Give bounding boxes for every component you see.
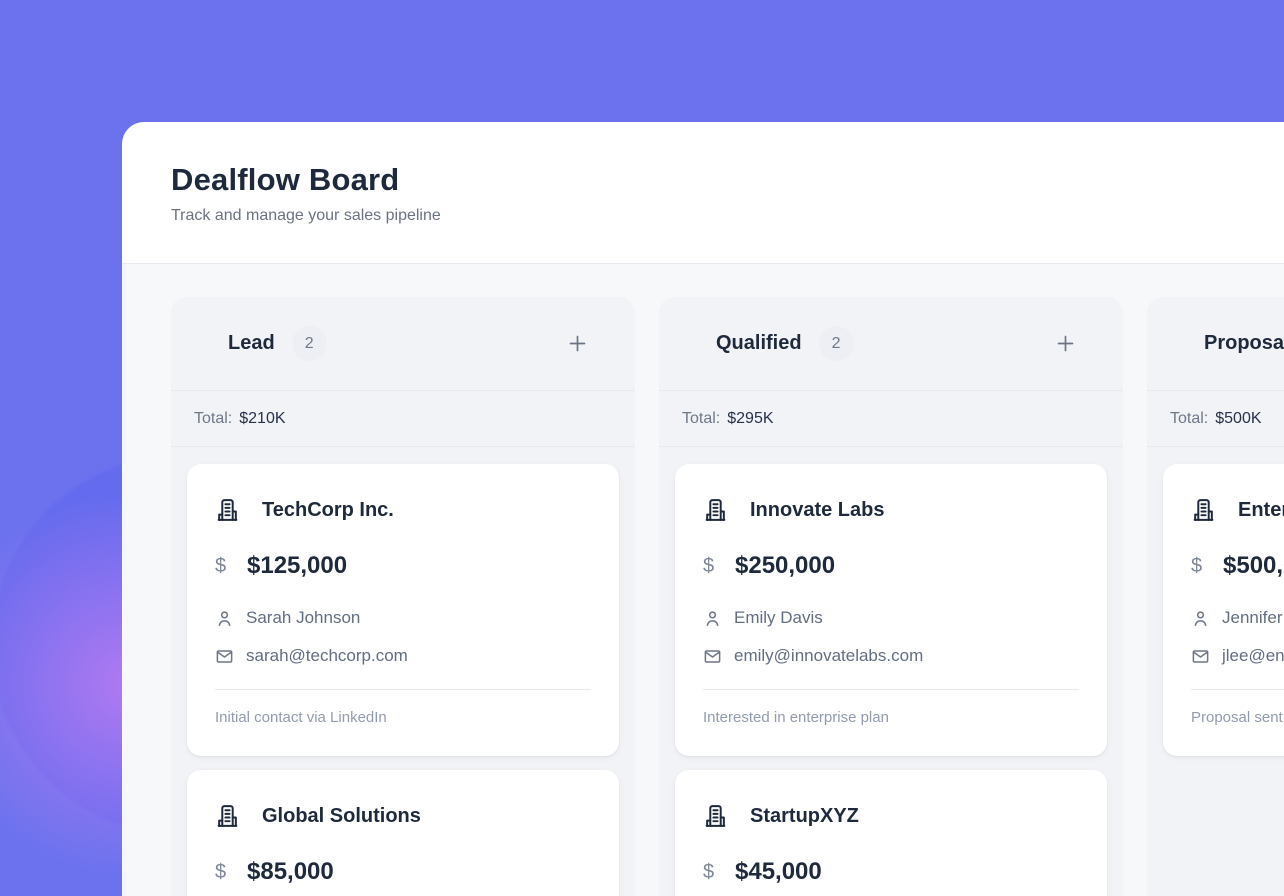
contact-email: sarah@techcorp.com	[246, 646, 408, 665]
contact-row: Sarah Johnson	[215, 605, 591, 631]
building-icon	[217, 804, 238, 827]
plus-icon	[569, 335, 586, 352]
dollar-icon: $	[1191, 554, 1203, 577]
value-row: $ $45,000	[703, 856, 1079, 888]
column-title: Lead	[228, 332, 275, 354]
deal-value: $500,000	[1223, 552, 1284, 579]
kanban-board: Lead 2 Total: $210K TechCorp Inc.	[122, 263, 1284, 896]
deal-value: $125,000	[247, 552, 348, 579]
plus-icon	[1057, 335, 1074, 352]
column-title: Qualified	[716, 332, 802, 354]
email-row: emily@innovatelabs.com	[703, 643, 1079, 669]
email-row: jlee@enterprise.com	[1191, 643, 1284, 669]
deal-value: $85,000	[247, 858, 334, 885]
mail-icon	[1192, 649, 1209, 663]
deal-card[interactable]: Global Solutions $ $85,000	[187, 770, 619, 896]
deal-card[interactable]: StartupXYZ $ $45,000	[675, 770, 1107, 896]
total-label: Total:	[194, 409, 233, 427]
deal-note: Proposal sent	[1191, 709, 1283, 726]
contact-row: Emily Davis	[703, 605, 1079, 631]
company-name: StartupXYZ	[750, 805, 859, 827]
total-value: $210K	[239, 409, 286, 427]
kanban-column-lead: Lead 2 Total: $210K TechCorp Inc.	[171, 297, 635, 896]
building-icon	[217, 498, 238, 521]
deal-value: $250,000	[735, 552, 836, 579]
card-divider	[1191, 689, 1284, 690]
kanban-column-proposal: Proposal 1 Total: $500K Enterprise Corp	[1147, 297, 1284, 896]
contact-row: Jennifer Lee	[1191, 605, 1284, 631]
column-total: Total: $295K	[659, 391, 1123, 447]
total-label: Total:	[1170, 409, 1209, 427]
deal-card[interactable]: Innovate Labs $ $250,000 Emily Davis emi…	[675, 464, 1107, 756]
column-title: Proposal	[1204, 332, 1284, 354]
column-header: Proposal 1	[1147, 297, 1284, 391]
card-divider	[215, 689, 591, 690]
column-total: Total: $500K	[1147, 391, 1284, 447]
card-divider	[703, 689, 1079, 690]
company-name: Innovate Labs	[750, 499, 885, 521]
company-row: StartupXYZ	[703, 800, 1079, 832]
add-card-button[interactable]	[567, 333, 588, 354]
user-icon	[218, 610, 231, 626]
card-list: Innovate Labs $ $250,000 Emily Davis emi…	[659, 447, 1123, 896]
deal-card[interactable]: Enterprise Corp $ $500,000 Jennifer Lee …	[1163, 464, 1284, 756]
value-row: $ $500,000	[1191, 550, 1284, 582]
contact-email: emily@innovatelabs.com	[734, 646, 924, 665]
mail-icon	[704, 649, 721, 663]
total-value: $500K	[1215, 409, 1262, 427]
total-label: Total:	[682, 409, 721, 427]
user-icon	[706, 610, 719, 626]
dollar-icon: $	[703, 860, 715, 883]
company-row: Global Solutions	[215, 800, 591, 832]
deal-note: Initial contact via LinkedIn	[215, 709, 387, 726]
company-row: Innovate Labs	[703, 494, 1079, 526]
main-panel: Dealflow Board Track and manage your sal…	[122, 122, 1284, 896]
page-title: Dealflow Board	[171, 162, 400, 197]
card-list: TechCorp Inc. $ $125,000 Sarah Johnson s…	[171, 447, 635, 896]
user-icon	[1194, 610, 1207, 626]
contact-email: jlee@enterprise.com	[1222, 646, 1284, 665]
column-count-badge: 2	[818, 326, 854, 361]
deal-card[interactable]: TechCorp Inc. $ $125,000 Sarah Johnson s…	[187, 464, 619, 756]
building-icon	[705, 804, 726, 827]
value-row: $ $85,000	[215, 856, 591, 888]
add-card-button[interactable]	[1055, 333, 1076, 354]
mail-icon	[216, 649, 233, 663]
email-row: sarah@techcorp.com	[215, 643, 591, 669]
contact-name: Emily Davis	[734, 608, 823, 627]
company-row: Enterprise Corp	[1191, 494, 1284, 526]
company-name: TechCorp Inc.	[262, 499, 394, 521]
dollar-icon: $	[215, 860, 227, 883]
company-name: Global Solutions	[262, 805, 421, 827]
dollar-icon: $	[215, 554, 227, 577]
dollar-icon: $	[703, 554, 715, 577]
card-list: Enterprise Corp $ $500,000 Jennifer Lee …	[1147, 447, 1284, 772]
column-header: Lead 2	[171, 297, 635, 391]
deal-note: Interested in enterprise plan	[703, 709, 889, 726]
contact-name: Jennifer Lee	[1222, 608, 1284, 627]
page-subtitle: Track and manage your sales pipeline	[171, 207, 441, 224]
company-row: TechCorp Inc.	[215, 494, 591, 526]
deal-value: $45,000	[735, 858, 822, 885]
column-header: Qualified 2	[659, 297, 1123, 391]
total-value: $295K	[727, 409, 774, 427]
value-row: $ $250,000	[703, 550, 1079, 582]
column-total: Total: $210K	[171, 391, 635, 447]
company-name: Enterprise Corp	[1238, 499, 1284, 521]
kanban-column-qualified: Qualified 2 Total: $295K Innovate Labs	[659, 297, 1123, 896]
contact-name: Sarah Johnson	[246, 608, 361, 627]
page-header: Dealflow Board Track and manage your sal…	[122, 122, 1284, 225]
building-icon	[705, 498, 726, 521]
value-row: $ $125,000	[215, 550, 591, 582]
building-icon	[1193, 498, 1214, 521]
column-count-badge: 2	[291, 326, 327, 361]
